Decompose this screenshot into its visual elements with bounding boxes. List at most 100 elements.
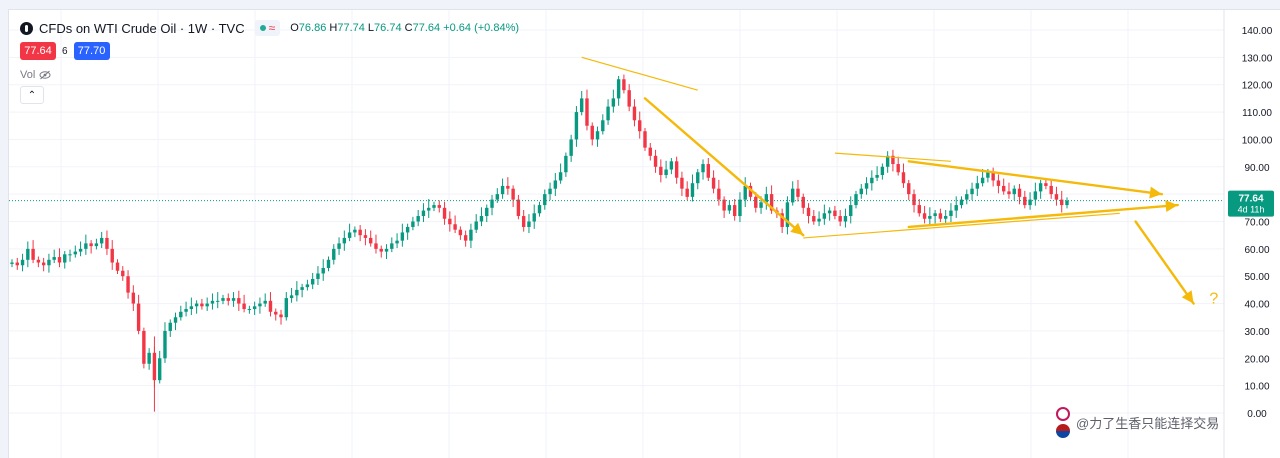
change-value: +0.64 (+0.84%) [443,22,520,34]
watermark-flag-icon [1056,424,1070,438]
y-tick-label: 90.00 [1244,163,1269,174]
candle-body [833,210,837,217]
candle-body [194,303,199,307]
candle-body [907,183,911,195]
candle-body [590,125,594,140]
candle-body [57,257,62,263]
candle-body [669,161,674,170]
candle-body [131,292,136,304]
candle-body [511,188,515,200]
candle-body [305,284,310,288]
triangle-top-guide [834,152,951,162]
candle-body [179,311,183,318]
trend-arrow-head [1149,186,1162,199]
candle-body [173,317,178,323]
candle-body [928,216,932,219]
candle-body [553,180,558,189]
candle-body [242,303,246,310]
candle-body [706,164,710,178]
candle-body [405,226,410,233]
candle-body [237,298,241,304]
candle-body [580,98,584,113]
market-status-pill[interactable]: ≈ [254,20,281,36]
candle-body [875,174,879,178]
candle-body [500,185,505,195]
candle-body [1033,191,1038,200]
candle-body [685,188,689,197]
candle-body [458,229,463,236]
collapse-legend-button[interactable]: ⌃ [20,86,44,104]
candle-body [632,106,637,121]
buy-button[interactable]: 77.70 [73,42,110,60]
candle-body [917,205,921,214]
candle-body [258,303,262,307]
candle-body [99,237,104,244]
y-tick-label: 10.00 [1244,382,1269,393]
candle-body [912,194,916,206]
chart-frame[interactable]: 140.00130.00120.00110.00100.0090.0080.00… [8,9,1280,458]
candle-body [616,79,621,99]
trend-arrow-head [790,222,804,236]
sell-button[interactable]: 77.64 [20,42,56,60]
candle-body [1023,196,1027,206]
y-tick-label: 50.00 [1244,272,1269,283]
candle-body [289,295,294,299]
candle-body [791,188,795,203]
candle-body [321,268,325,274]
candle-body [68,254,72,256]
candle-body [374,243,378,249]
candle-body [110,248,114,263]
candle-body [284,298,288,318]
candle-body [20,259,25,266]
symbol-title[interactable]: CFDs on WTI Crude Oil · 1W · TVC [39,20,245,36]
candle-body [585,98,589,126]
candle-body [854,194,858,206]
price-chart[interactable]: 140.00130.00120.00110.00100.0090.0080.00… [9,10,1280,458]
candle-body [469,229,473,241]
candle-body [648,147,652,156]
wave-icon: ≈ [268,21,276,35]
candle-body [26,248,30,260]
price-tag-countdown: 4d 11h [1238,205,1265,215]
candle-body [1060,199,1064,206]
volume-indicator[interactable]: Vol [20,69,51,81]
eye-off-icon[interactable] [39,70,51,80]
candle-body [701,164,705,173]
candle-body [332,248,336,260]
candle-body [358,229,362,236]
candle-body [274,311,278,315]
candle-body [158,358,162,381]
candle-body [849,205,853,217]
candle-body [1054,194,1059,200]
y-tick-label: 110.00 [1242,108,1272,119]
candle-body [1038,183,1043,192]
legend-header: CFDs on WTI Crude Oil · 1W · TVC ≈ O76.8… [20,19,519,37]
candle-body [558,172,563,181]
candle-body [427,207,431,211]
candle-body [717,188,721,200]
candle-body [880,166,885,175]
candle-body [310,278,315,285]
y-tick-label: 30.00 [1244,327,1269,338]
candle-body [959,199,964,206]
candle-body [643,131,647,148]
trend-guide-upper [581,56,698,91]
candle-body [696,172,700,184]
trend-arrow-head [1181,290,1194,304]
candle-body [1017,188,1022,197]
candle-body [247,309,252,311]
price-tag-value: 77.64 [1238,194,1263,205]
candle-body [337,243,341,249]
candle-body [437,205,441,208]
candle-body [63,254,67,263]
candle-body [659,166,663,175]
candle-body [838,216,842,222]
y-tick-label: 70.00 [1244,218,1269,229]
candle-body [1044,183,1048,186]
candle-body [870,177,874,184]
candle-body [453,224,457,230]
candle-body [827,210,832,214]
candle-body [369,237,373,244]
candle-body [627,90,631,107]
candle-body [379,248,383,252]
